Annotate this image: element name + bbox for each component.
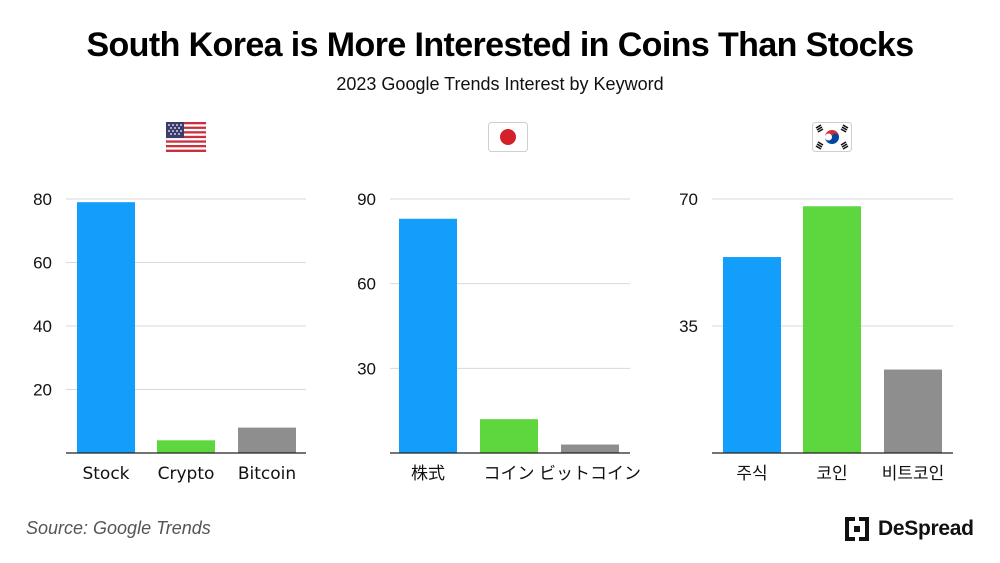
- y-tick-label: 20: [33, 381, 52, 400]
- bar-1: [77, 202, 135, 453]
- brand-logo: DeSpread: [844, 516, 974, 542]
- korea-flag-icon: [812, 122, 852, 157]
- bar-2: [157, 440, 215, 453]
- korea-chart: 35 70 주식 코인 비트코인: [679, 190, 953, 484]
- x-tick-label: Bitcoin: [238, 464, 296, 484]
- x-tick-label: Stock: [82, 464, 129, 484]
- bar-1: [723, 257, 781, 453]
- despread-logo-icon: [845, 517, 869, 541]
- bar-1: [399, 218, 457, 453]
- y-tick-label: 60: [357, 275, 376, 294]
- y-tick-label: 30: [357, 359, 376, 378]
- chart-title: South Korea is More Interested in Coins …: [86, 26, 914, 64]
- chart-subtitle: 2023 Google Trends Interest by Keyword: [336, 74, 664, 94]
- bar-2: [803, 206, 861, 453]
- x-tick-label: Crypto: [158, 464, 215, 484]
- japan-flag-icon: [488, 122, 528, 157]
- x-tick-label: 비트코인: [882, 464, 945, 484]
- brand-name: DeSpread: [878, 517, 974, 540]
- y-tick-label: 80: [33, 190, 52, 209]
- source-note: Source: Google Trends: [26, 518, 211, 538]
- bar-3: [884, 369, 942, 453]
- y-tick-label: 35: [679, 317, 698, 336]
- y-tick-label: 70: [679, 190, 698, 209]
- bar-2: [480, 419, 538, 453]
- japan-chart: 30 60 90 株式 コイン ビットコイン: [357, 190, 641, 484]
- y-tick-label: 90: [357, 190, 376, 209]
- bar-3: [561, 444, 619, 453]
- x-tick-label: 코인: [816, 464, 847, 484]
- x-tick-label: 株式: [411, 464, 445, 484]
- bar-3: [238, 427, 296, 453]
- us-chart: 20 40 60 80 Stock Crypto Bitcoin: [33, 190, 306, 484]
- y-tick-label: 40: [33, 317, 52, 336]
- x-tick-label: 주식: [736, 464, 767, 484]
- y-tick-label: 60: [33, 254, 52, 273]
- us-flag-icon: [165, 121, 207, 157]
- x-tick-label: ビットコイン: [539, 464, 641, 484]
- x-tick-label: コイン: [484, 464, 535, 484]
